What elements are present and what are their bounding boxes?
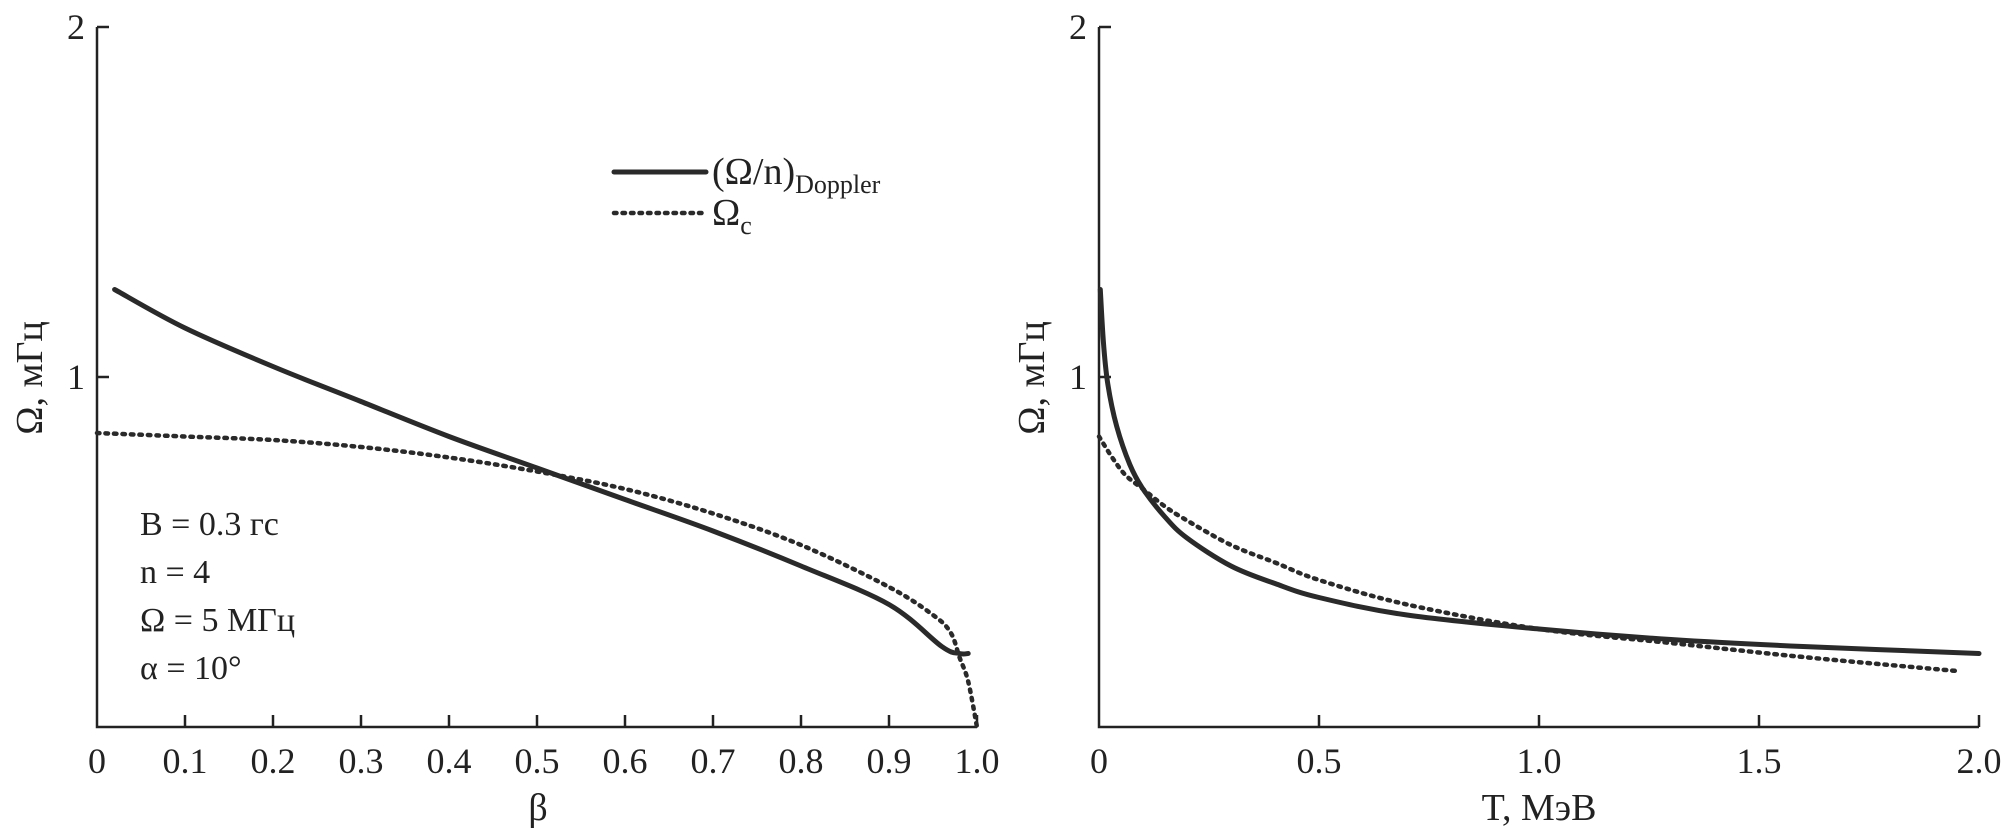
left-axes	[95, 27, 977, 729]
left-y-tick-label: 2	[67, 7, 85, 47]
right-x-axis-title: T, МэВ	[1482, 787, 1597, 829]
right-series-omega-c-line	[1096, 434, 1960, 674]
left-x-tick-label: 0.7	[691, 741, 736, 781]
right-x-tick-label: 2.0	[1957, 741, 2002, 781]
right-x-tick-label: 0	[1090, 741, 1108, 781]
legend-label-omega-c: Ωc	[712, 192, 752, 240]
right-ticks: 0 0.5 1.0 1.5 2.0 1 2	[1069, 7, 2002, 781]
left-y-axis-title: Ω, мГц	[9, 321, 51, 435]
left-x-tick-label: 0.1	[163, 741, 208, 781]
right-axes	[1097, 27, 1979, 729]
left-x-tick-label: 0.9	[867, 741, 912, 781]
annotation-line: α = 10°	[140, 650, 242, 687]
left-y-tick-label: 1	[67, 357, 85, 397]
left-plot-area	[94, 287, 980, 730]
left-series-omega-c-line	[94, 430, 980, 730]
left-x-tick-label: 0.4	[427, 741, 472, 781]
parameter-annotation: B = 0.3 гс n = 4 Ω = 5 МГц α = 10°	[140, 506, 295, 687]
left-x-tick-label: 0.8	[779, 741, 824, 781]
annotation-line: Ω = 5 МГц	[140, 602, 295, 639]
left-x-tick-label: 1.0	[955, 741, 1000, 781]
left-x-tick-label: 0.3	[339, 741, 384, 781]
right-x-tick-label: 1.0	[1517, 741, 1562, 781]
left-x-axis-title: β	[528, 787, 547, 829]
left-x-tick-label: 0.5	[515, 741, 560, 781]
left-x-tick-label: 0.6	[603, 741, 648, 781]
chart-left: 0 0.1 0.2 0.3 0.4 0.5 0.6 0.7 0.8 0.9 1.0 1 2 β Ω, м…	[9, 7, 1000, 829]
right-x-tick-label: 1.5	[1737, 741, 1782, 781]
right-plot-area	[1096, 287, 1982, 674]
right-y-tick-label: 1	[1069, 357, 1087, 397]
left-x-tick-label: 0.2	[251, 741, 296, 781]
annotation-line: n = 4	[140, 554, 210, 591]
right-y-axis-title: Ω, мГц	[1011, 321, 1053, 435]
right-series-doppler-line	[1097, 287, 1982, 656]
left-ticks: 0 0.1 0.2 0.3 0.4 0.5 0.6 0.7 0.8 0.9 1.0 1 2	[67, 7, 1000, 781]
left-series-doppler-line	[112, 287, 971, 657]
legend-label-doppler: (Ω/n)Doppler	[712, 151, 881, 199]
right-x-tick-label: 0.5	[1297, 741, 1342, 781]
annotation-line: B = 0.3 гс	[140, 506, 279, 543]
chart-right: 0 0.5 1.0 1.5 2.0 1 2 T, МэВ Ω, мГц	[1011, 7, 2002, 829]
right-y-tick-label: 2	[1069, 7, 1087, 47]
legend: (Ω/n)Doppler Ωc	[611, 151, 881, 240]
left-x-tick-label: 0	[88, 741, 106, 781]
